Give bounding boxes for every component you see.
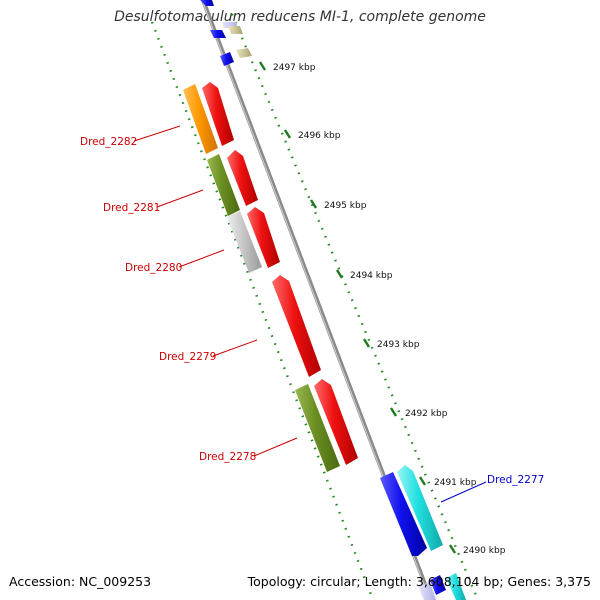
gene-label-dred-2278: Dred_2278 <box>199 451 256 463</box>
gene-feature-red-b <box>227 150 258 206</box>
accession-text: Accession: NC_009253 <box>9 574 152 589</box>
gene-features <box>183 0 466 600</box>
gene-label-dred-2281: Dred_2281 <box>103 202 160 214</box>
gene-label-dred-2280: Dred_2280 <box>125 262 182 274</box>
tick-label: 2492 kbp <box>405 409 448 419</box>
gene-feature-khaki-top <box>228 26 243 34</box>
tick-labels: 2497 kbp 2496 kbp 2495 kbp 2494 kbp 2493… <box>273 63 506 556</box>
leader-line-dred-2279 <box>212 339 258 357</box>
gene-feature-blue-small <box>210 30 226 38</box>
gene-feature-blue-2277 <box>380 472 427 556</box>
gene-feature-orange-2282 <box>183 84 218 154</box>
gene-label-leaders <box>133 125 487 503</box>
inner-dotted-guide <box>150 21 375 600</box>
tick-label: 2493 kbp <box>377 340 420 350</box>
gene-feature-olive-2281 <box>207 154 240 216</box>
leader-line-dred-2282 <box>133 125 181 142</box>
gene-feature-gray-2280 <box>227 211 262 273</box>
leader-line-dred-2278 <box>253 437 298 457</box>
gene-feature-blue-bottom <box>430 575 446 595</box>
tick-label: 2497 kbp <box>273 63 316 73</box>
outer-dotted-guide <box>230 13 480 600</box>
tick-label: 2496 kbp <box>298 131 341 141</box>
gene-feature-blue-small-2 <box>220 52 234 66</box>
leader-line-dred-2277 <box>440 481 487 503</box>
tick-label: 2491 kbp <box>434 478 477 488</box>
gene-feature-lavender-bottom <box>418 582 436 600</box>
gene-feature-cyan <box>397 465 443 551</box>
gene-feature-cyan-bottom <box>446 573 466 600</box>
leader-line-dred-2280 <box>178 249 225 268</box>
gene-labels: Dred_2282 Dred_2281 Dred_2280 Dred_2279 … <box>80 136 544 486</box>
gene-feature-red-a <box>202 82 234 146</box>
tick-marks <box>258 61 457 554</box>
gene-feature-red-2279 <box>272 275 321 377</box>
gene-feature-blue-top <box>200 0 214 6</box>
tick-label: 2494 kbp <box>350 271 393 281</box>
gene-feature-red-c <box>247 207 280 268</box>
gene-feature-red-d <box>314 379 358 465</box>
gene-label-dred-2282: Dred_2282 <box>80 136 137 148</box>
tick-label: 2495 kbp <box>324 201 367 211</box>
tick-label: 2490 kbp <box>463 546 506 556</box>
gene-label-dred-2279: Dred_2279 <box>159 351 216 363</box>
gene-feature-khaki-small <box>236 48 252 58</box>
gene-feature-olive-2278 <box>295 384 340 472</box>
leader-line-dred-2281 <box>156 189 204 208</box>
gene-label-dred-2277: Dred_2277 <box>487 474 544 486</box>
genome-summary-text: Topology: circular; Length: 3,608,104 bp… <box>247 574 591 589</box>
